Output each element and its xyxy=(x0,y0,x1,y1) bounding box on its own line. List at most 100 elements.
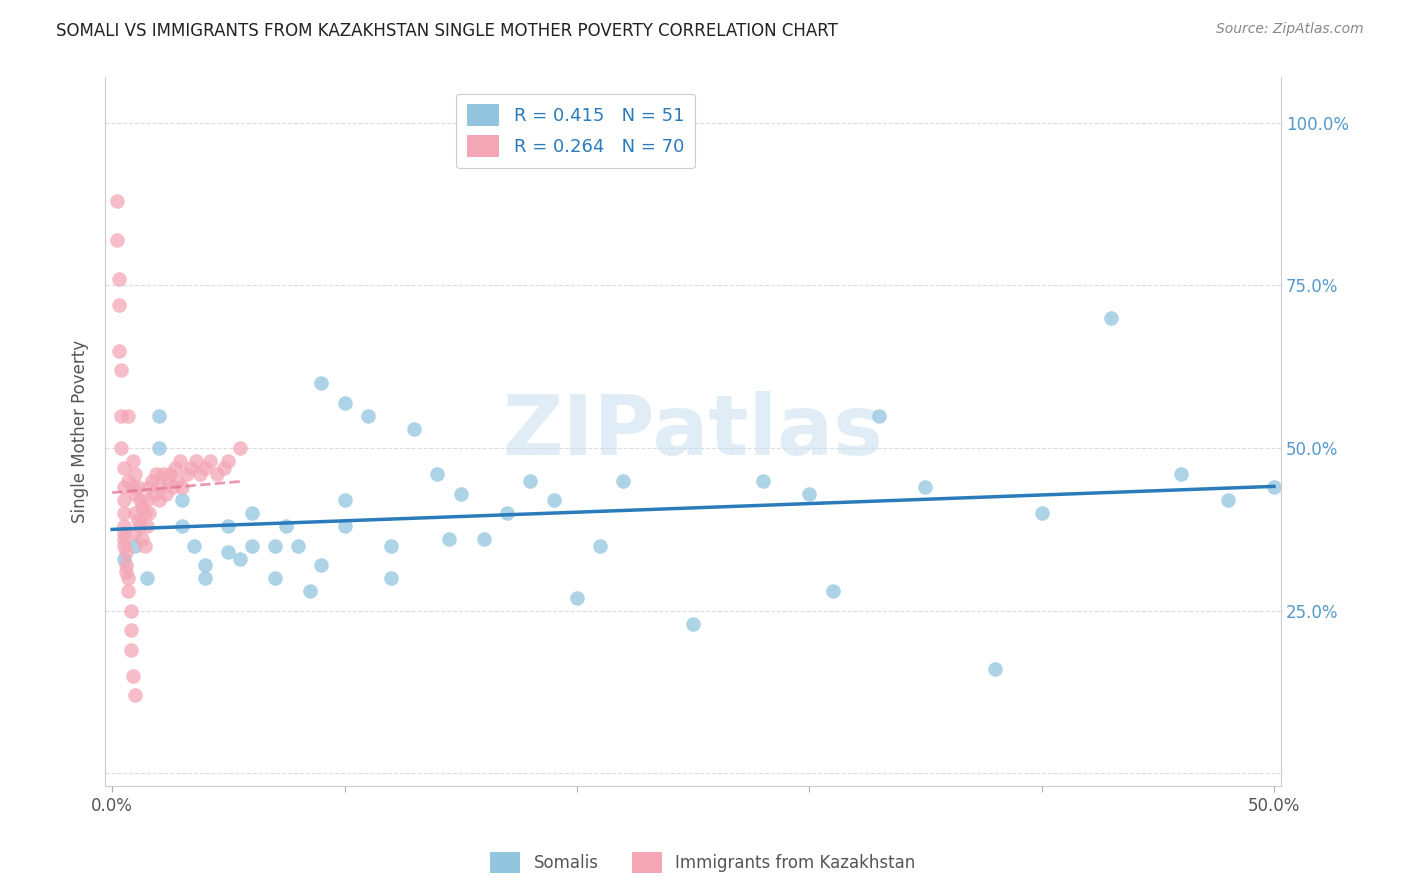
Point xyxy=(148,409,170,423)
Point xyxy=(112,525,135,540)
Point xyxy=(108,343,131,358)
Point xyxy=(120,604,142,618)
Point xyxy=(333,519,356,533)
Text: Source: ZipAtlas.com: Source: ZipAtlas.com xyxy=(1216,22,1364,37)
Point xyxy=(799,486,821,500)
Point xyxy=(217,454,239,468)
Point xyxy=(205,467,228,481)
Point xyxy=(1099,311,1122,326)
Point xyxy=(612,474,634,488)
Point xyxy=(117,474,139,488)
Point xyxy=(162,480,184,494)
Point xyxy=(115,545,138,559)
Point xyxy=(821,584,844,599)
Point xyxy=(148,493,170,508)
Point xyxy=(240,506,263,520)
Point xyxy=(117,584,139,599)
Point xyxy=(122,480,145,494)
Point xyxy=(124,539,146,553)
Point xyxy=(194,460,217,475)
Point xyxy=(127,512,149,526)
Point xyxy=(124,525,146,540)
Point xyxy=(110,409,132,423)
Point xyxy=(115,558,138,572)
Point xyxy=(184,454,207,468)
Point xyxy=(1170,467,1192,481)
Point xyxy=(129,519,152,533)
Point xyxy=(112,480,135,494)
Point xyxy=(565,591,588,605)
Point xyxy=(163,460,186,475)
Point xyxy=(450,486,472,500)
Point xyxy=(112,506,135,520)
Point xyxy=(166,474,188,488)
Point xyxy=(108,272,131,286)
Legend: R = 0.415   N = 51, R = 0.264   N = 70: R = 0.415 N = 51, R = 0.264 N = 70 xyxy=(456,94,695,169)
Point xyxy=(131,532,153,546)
Point xyxy=(159,467,181,481)
Point xyxy=(437,532,460,546)
Point xyxy=(176,467,198,481)
Point xyxy=(1216,493,1239,508)
Point xyxy=(170,493,193,508)
Point xyxy=(129,493,152,508)
Point xyxy=(333,395,356,409)
Text: SOMALI VS IMMIGRANTS FROM KAZAKHSTAN SINGLE MOTHER POVERTY CORRELATION CHART: SOMALI VS IMMIGRANTS FROM KAZAKHSTAN SIN… xyxy=(56,22,838,40)
Point xyxy=(194,558,217,572)
Point xyxy=(229,441,252,455)
Point xyxy=(276,519,298,533)
Point xyxy=(183,539,205,553)
Point xyxy=(156,474,179,488)
Point xyxy=(110,363,132,377)
Point xyxy=(134,539,156,553)
Point xyxy=(143,486,166,500)
Point xyxy=(263,539,285,553)
Point xyxy=(1263,480,1285,494)
Point xyxy=(112,551,135,566)
Point xyxy=(124,506,146,520)
Point xyxy=(148,441,170,455)
Point xyxy=(229,551,252,566)
Point xyxy=(122,668,145,682)
Point xyxy=(380,539,402,553)
Point xyxy=(136,571,159,585)
Point xyxy=(108,298,131,312)
Point xyxy=(287,539,309,553)
Point xyxy=(110,441,132,455)
Point xyxy=(115,565,138,579)
Point xyxy=(112,519,135,533)
Point xyxy=(117,409,139,423)
Point xyxy=(217,545,239,559)
Point xyxy=(155,486,177,500)
Point xyxy=(105,233,128,247)
Point xyxy=(404,421,426,435)
Point xyxy=(217,519,239,533)
Point xyxy=(212,460,235,475)
Point xyxy=(311,376,333,390)
Point xyxy=(1031,506,1053,520)
Point xyxy=(136,493,159,508)
Point xyxy=(190,467,212,481)
Point xyxy=(311,558,333,572)
Point xyxy=(198,454,221,468)
Point xyxy=(263,571,285,585)
Point xyxy=(180,460,202,475)
Point xyxy=(120,623,142,637)
Point xyxy=(357,409,380,423)
Point xyxy=(169,454,191,468)
Point xyxy=(380,571,402,585)
Point xyxy=(138,506,160,520)
Point xyxy=(136,519,159,533)
Point xyxy=(426,467,449,481)
Point xyxy=(124,688,146,702)
Point xyxy=(134,506,156,520)
Point xyxy=(105,194,128,208)
Point xyxy=(298,584,321,599)
Point xyxy=(117,571,139,585)
Point xyxy=(868,409,890,423)
Point xyxy=(138,480,160,494)
Point xyxy=(543,493,565,508)
Point xyxy=(112,493,135,508)
Point xyxy=(149,480,172,494)
Legend: Somalis, Immigrants from Kazakhstan: Somalis, Immigrants from Kazakhstan xyxy=(484,846,922,880)
